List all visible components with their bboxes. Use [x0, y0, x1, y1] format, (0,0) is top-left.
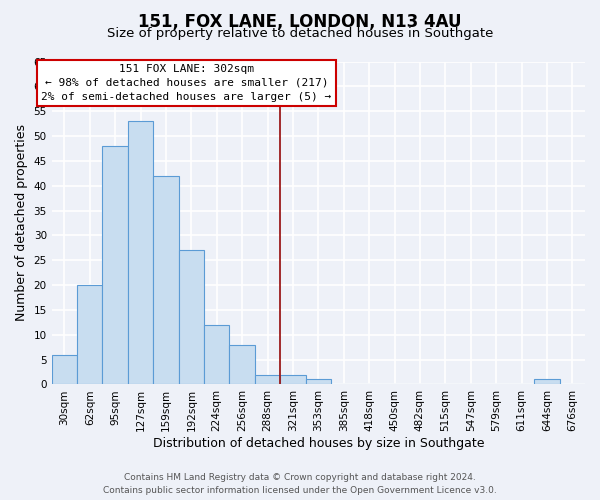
Bar: [204, 325, 229, 384]
Bar: [305, 380, 331, 384]
Bar: [153, 176, 179, 384]
Text: 151, FOX LANE, LONDON, N13 4AU: 151, FOX LANE, LONDON, N13 4AU: [138, 12, 462, 30]
Bar: [255, 374, 280, 384]
Bar: [229, 344, 255, 385]
Bar: [280, 374, 305, 384]
Y-axis label: Number of detached properties: Number of detached properties: [15, 124, 28, 322]
Bar: [77, 285, 103, 384]
Text: Contains HM Land Registry data © Crown copyright and database right 2024.
Contai: Contains HM Land Registry data © Crown c…: [103, 473, 497, 495]
Bar: [534, 380, 560, 384]
Bar: [128, 121, 153, 384]
Bar: [103, 146, 128, 384]
Bar: [179, 250, 204, 384]
Bar: [52, 354, 77, 384]
X-axis label: Distribution of detached houses by size in Southgate: Distribution of detached houses by size …: [152, 437, 484, 450]
Text: Size of property relative to detached houses in Southgate: Size of property relative to detached ho…: [107, 28, 493, 40]
Text: 151 FOX LANE: 302sqm
← 98% of detached houses are smaller (217)
2% of semi-detac: 151 FOX LANE: 302sqm ← 98% of detached h…: [41, 64, 331, 102]
